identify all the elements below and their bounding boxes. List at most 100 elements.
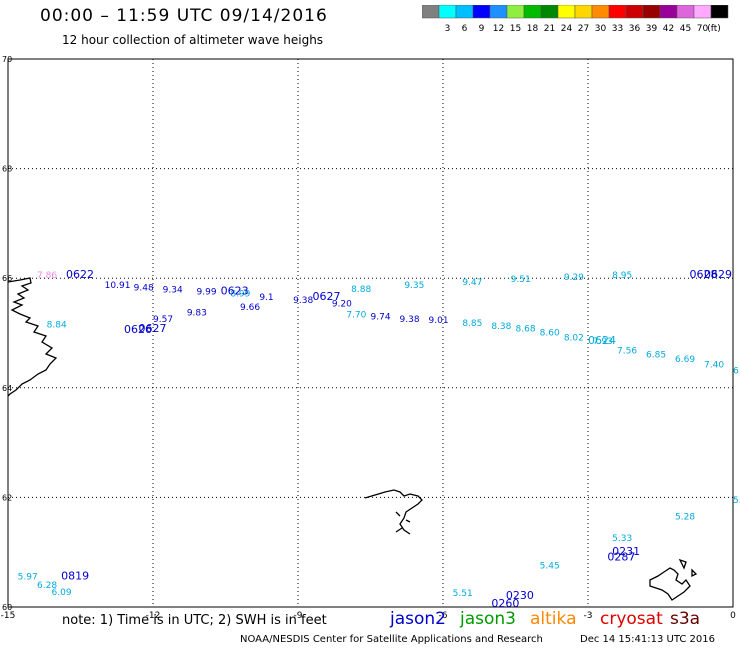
colorbar-label: 36 (629, 24, 641, 33)
wave-height-value: 5.51 (453, 589, 473, 599)
footer-date: Dec 14 15:41:13 UTC 2016 (580, 634, 715, 645)
wave-height-value: 8.68 (516, 324, 536, 334)
wave-height-value: 6.69 (675, 355, 695, 365)
pass-time-label: 0623 (221, 285, 249, 298)
x-tick-label: -15 (1, 611, 16, 620)
wave-height-value: 9.83 (187, 308, 207, 318)
y-tick-label: 66 (2, 274, 12, 283)
legend-jason2: jason2 (390, 609, 446, 629)
colorbar-swatch (710, 5, 729, 19)
x-tick-label: 0 (730, 611, 736, 620)
wave-height-value: 8.85 (462, 319, 482, 329)
track-0230: 5.51 5.45 5.33 5.28 5.18 0230 (453, 496, 740, 602)
wave-height-value: 6.85 (646, 351, 666, 361)
faroe-islands (364, 489, 423, 535)
wave-height-value: 5.18 (733, 496, 740, 506)
pass-time-label: 0287 (607, 550, 635, 563)
wave-height-value: 9.29 (564, 273, 584, 283)
legend-s3a: s3a (670, 609, 701, 629)
pass-time-label: 0627 (313, 290, 341, 303)
pass-time-label: 0819 (61, 570, 89, 583)
wave-height-value: 8.02 (564, 334, 584, 344)
wave-height-value: 7.93 (593, 337, 613, 347)
legend-altika: altika (530, 609, 577, 629)
track-0819: 5.976.286.09 0819 (18, 570, 90, 598)
legend-cryosat: cryosat (600, 609, 663, 629)
wave-height-value: 9.38 (293, 296, 313, 306)
wave-height-value: 8.60 (540, 329, 560, 339)
colorbar-label: 39 (646, 24, 658, 33)
page-subtitle: 12 hour collection of altimeter wave hei… (62, 33, 324, 47)
wave-height-value: 7.86 (37, 271, 57, 281)
graticule (8, 59, 733, 607)
coastlines (7, 277, 698, 601)
x-tick-label: -12 (146, 611, 161, 620)
track-0231: 0231 (612, 545, 640, 558)
track-0627: 0627 (313, 290, 341, 303)
map-canvas: -15 -12 -9 -6 -3 0 70 68 66 64 62 60 7.86 10.91 9.48 9… (1, 55, 740, 620)
y-tick-label: 62 (2, 493, 12, 502)
y-tick-label: 64 (2, 384, 12, 393)
track-0623: 0623 (221, 285, 249, 298)
wave-height-value: 9.99 (197, 288, 217, 298)
colorbar-label: 42 (663, 24, 674, 33)
wave-height-value: 9.01 (429, 316, 449, 326)
wave-height-value: 9.1 (259, 293, 273, 303)
colorbar-label: 12 (493, 24, 504, 33)
colorbar-label: 21 (544, 24, 555, 33)
track-0628: 8.88 9.35 9.47 9.51 9.29 8.95 0628 (351, 268, 717, 295)
colorbar-label: 45 (680, 24, 691, 33)
pass-time-label: 0628 (690, 268, 718, 281)
wave-height-value: 6.89 (733, 367, 740, 377)
colorbar-label: 24 (561, 24, 573, 33)
colorbar-label: 27 (578, 24, 589, 33)
wave-height-value: 7.56 (617, 346, 637, 356)
wave-height-value: 8.99 (230, 289, 250, 299)
wave-height-value: 9.57 (153, 315, 173, 325)
pass-time-label: 0629 (704, 268, 732, 281)
wave-height-value: 5.33 (612, 534, 632, 544)
wave-height-value: 9.48 (134, 283, 154, 293)
y-tick-label: 68 (2, 165, 12, 174)
axis-ticks: -15 -12 -9 -6 -3 0 70 68 66 64 62 60 (1, 55, 736, 620)
wave-height-value: 8.38 (491, 322, 511, 332)
pass-time-label: 0624 (588, 334, 616, 347)
wave-height-value: 9.38 (400, 315, 420, 325)
wave-height-value: 9.35 (404, 281, 424, 291)
shetland-islands (649, 558, 698, 601)
iceland-coast (7, 277, 58, 397)
wave-height-value: 10.91 (105, 281, 131, 291)
wave-height-value: 9.20 (332, 300, 352, 310)
wave-height-value: 8.84 (47, 321, 67, 331)
wave-height-value: 7.40 (704, 361, 724, 371)
pass-time-label: 0260 (491, 597, 519, 610)
wave-height-value: 9.34 (163, 285, 183, 295)
colorbar-legend: 3 6 9 12 15 18 21 24 27 30 33 36 39 42 45 70(ft) (422, 5, 729, 33)
y-tick-label: 60 (2, 603, 12, 612)
wave-height-value: 5.97 (18, 573, 38, 583)
footer-note: note: 1) Time is in UTC; 2) SWH is in fe… (62, 613, 327, 628)
colorbar-label: 9 (479, 24, 485, 33)
x-tick-label: -9 (294, 611, 303, 620)
x-tick-label: -6 (439, 611, 448, 620)
wave-height-value: 5.28 (675, 512, 695, 522)
wave-height-value: 9.47 (462, 278, 482, 288)
altimeter-tracks: 7.86 10.91 9.48 9.34 9.99 8.99 9.1 9.38 9.20 0622… (18, 268, 740, 610)
track-0626: 8.84 9.57 9.83 9.66 0626 (47, 303, 261, 336)
track-0624: 7.70 9.74 9.38 9.01 8.85 8.38 8.68 8.60 8.02 7.93… (346, 311, 740, 377)
wave-height-value: 6.09 (52, 588, 72, 598)
wave-height-value: 8.88 (351, 285, 371, 295)
pass-time-label: 0626 (124, 323, 152, 336)
colorbar-label: 70 (697, 24, 709, 33)
colorbar-label: 6 (462, 24, 468, 33)
wave-height-value: 9.66 (240, 303, 260, 313)
pass-time-label: 0627 (139, 322, 167, 335)
colorbar-unit: (ft) (707, 24, 721, 33)
wave-height-value: 9.51 (511, 275, 531, 285)
pass-time-label: 0231 (612, 545, 640, 558)
map-frame (7, 58, 734, 608)
colorbar-label: 3 (445, 24, 451, 33)
x-tick-label: -3 (584, 611, 593, 620)
wave-height-value: 6.28 (37, 581, 57, 591)
pass-time-label: 0230 (506, 589, 534, 602)
